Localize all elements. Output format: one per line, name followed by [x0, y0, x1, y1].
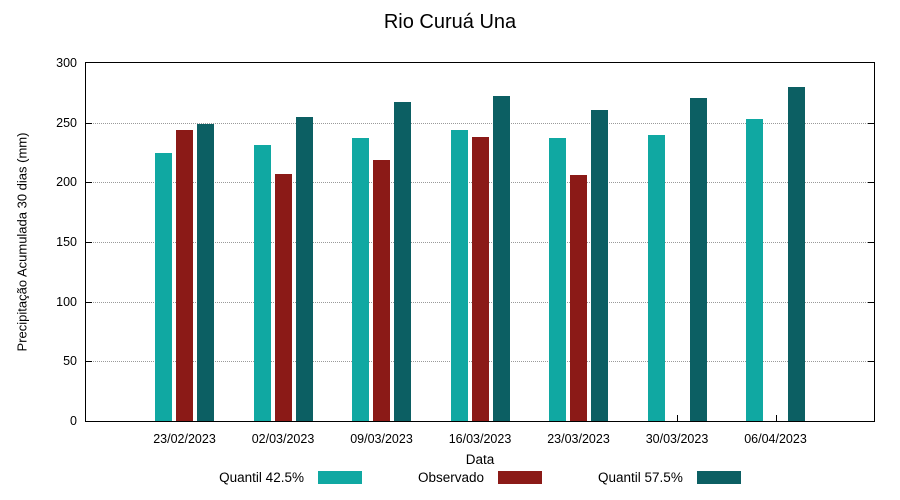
legend: Quantil 42.5% Observado Quantil 57.5%	[85, 470, 875, 485]
bar	[295, 116, 313, 421]
legend-swatch	[696, 471, 741, 484]
x-tick-label: 02/03/2023	[251, 432, 315, 446]
bar	[253, 145, 271, 421]
bar	[549, 138, 566, 421]
x-tick-label: 23/03/2023	[547, 432, 610, 446]
y-tick-label: 200	[56, 175, 77, 190]
y-tick	[86, 301, 92, 303]
y-tick-label: 250	[56, 115, 77, 130]
x-tick-label: 23/02/2023	[153, 432, 216, 446]
bar	[689, 97, 707, 421]
bar	[788, 86, 805, 421]
y-tick-label: 300	[56, 56, 77, 70]
bar	[394, 102, 411, 421]
bar	[591, 109, 608, 421]
bar	[746, 119, 763, 421]
bar	[450, 129, 468, 421]
bar	[274, 173, 292, 421]
y-tick	[868, 301, 874, 303]
legend-label: Quantil 42.5%	[219, 470, 304, 485]
x-tick-label: 16/03/2023	[448, 432, 512, 446]
bar	[155, 152, 172, 421]
bar	[647, 134, 665, 421]
bar	[471, 137, 489, 421]
bar	[176, 129, 193, 421]
gridline	[86, 122, 874, 124]
y-tick	[868, 242, 874, 243]
y-tick	[868, 361, 874, 363]
y-tick	[86, 361, 92, 363]
y-tick	[868, 182, 874, 184]
bar	[492, 96, 510, 421]
y-axis-label: Precipitação Acumulada 30 dias (mm)	[14, 132, 30, 352]
x-tick	[775, 415, 777, 421]
legend-item: Quantil 42.5%	[219, 470, 362, 485]
bar	[373, 159, 390, 421]
x-tick-label: 30/03/2023	[645, 432, 709, 446]
chart-title: Rio Curuá Una	[383, 11, 517, 33]
y-tick-label: 50	[63, 354, 77, 369]
legend-label: Observado	[417, 470, 485, 485]
bar	[197, 123, 214, 421]
legend-swatch	[498, 471, 543, 484]
legend-label: Quantil 57.5%	[598, 470, 683, 485]
x-tick-label: 09/03/2023	[350, 432, 413, 446]
legend-item: Quantil 57.5%	[598, 470, 741, 485]
bar	[570, 175, 587, 421]
y-tick-label: 0	[70, 414, 77, 428]
y-tick	[86, 122, 92, 124]
x-tick	[677, 415, 678, 421]
y-tick	[86, 182, 92, 184]
x-tick-label: 06/04/2023	[744, 432, 807, 446]
y-tick-label: 100	[56, 294, 77, 309]
legend-item: Observado	[417, 470, 543, 485]
bar	[352, 138, 369, 421]
plot-area	[85, 62, 875, 422]
x-axis-label: Data	[465, 452, 495, 467]
legend-swatch	[317, 471, 362, 484]
y-tick-label: 150	[56, 235, 77, 249]
y-tick	[86, 242, 92, 243]
y-tick	[868, 122, 874, 124]
